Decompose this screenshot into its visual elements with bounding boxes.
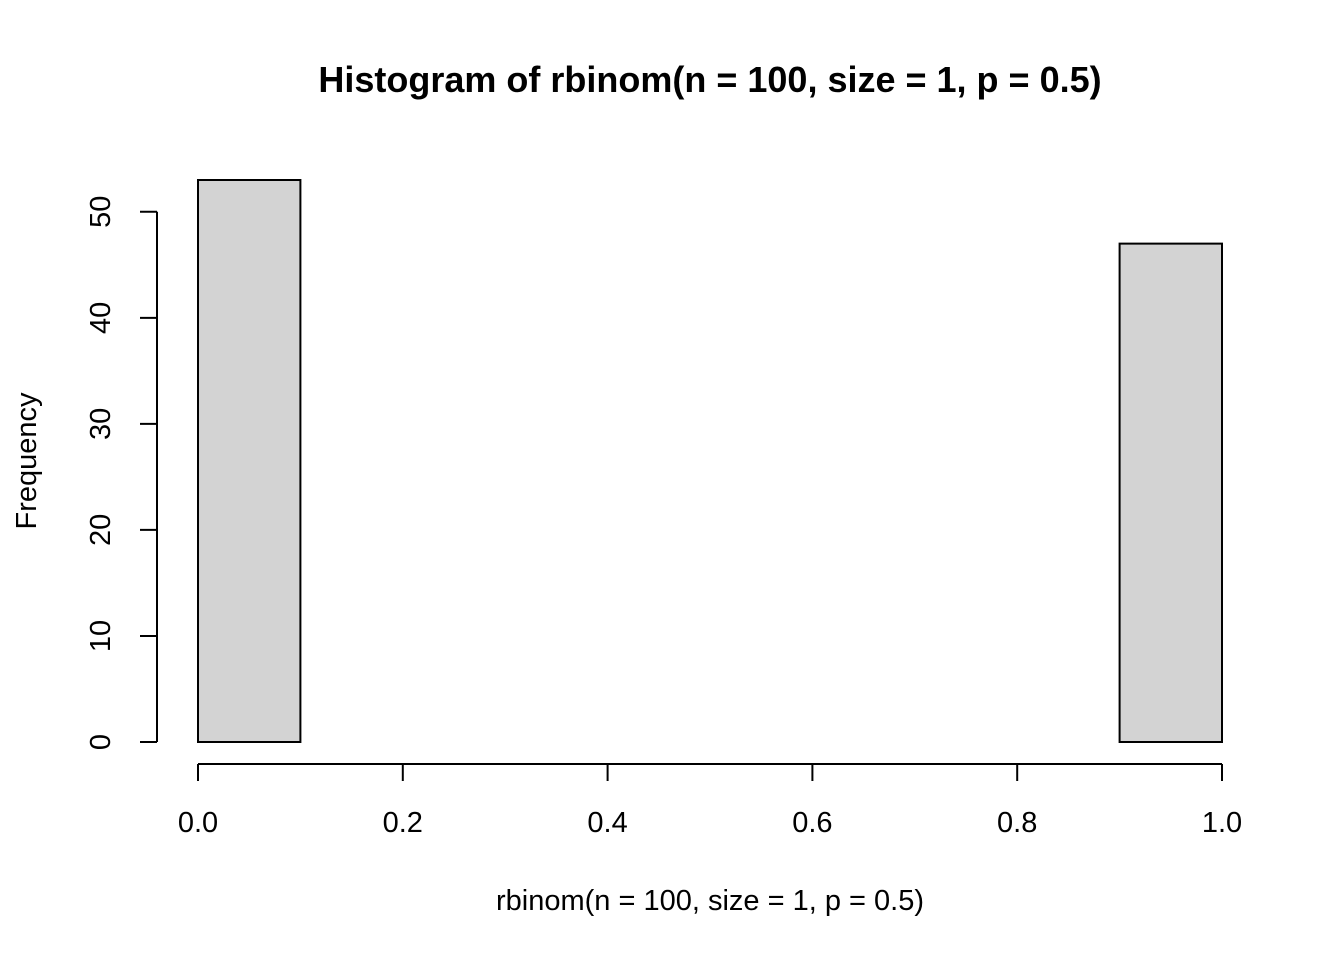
y-tick-label: 0 xyxy=(85,734,117,750)
y-tick-label: 20 xyxy=(85,514,117,546)
histogram-bars xyxy=(197,179,1223,743)
x-tick-label: 0.6 xyxy=(792,807,832,839)
y-tick-label: 30 xyxy=(85,408,117,440)
x-tick-label: 0.8 xyxy=(997,807,1037,839)
y-tick-label: 50 xyxy=(85,196,117,228)
x-tick-label: 0.2 xyxy=(383,807,423,839)
x-axis-label: rbinom(n = 100, size = 1, p = 0.5) xyxy=(496,885,924,917)
y-axis: 0 10 20 30 40 50 xyxy=(85,196,158,750)
x-axis: 0.0 0.2 0.4 0.6 0.8 1.0 xyxy=(178,763,1242,839)
y-tick-label: 10 xyxy=(85,620,117,652)
chart-title: Histogram of rbinom(n = 100, size = 1, p… xyxy=(318,59,1101,100)
y-tick-label: 40 xyxy=(85,302,117,334)
histogram-bar-0 xyxy=(197,179,302,743)
x-tick-label: 0.4 xyxy=(587,807,627,839)
histogram-bar-9 xyxy=(1118,242,1223,743)
y-axis-label: Frequency xyxy=(11,392,43,530)
x-tick-label: 1.0 xyxy=(1202,807,1242,839)
x-tick-label: 0.0 xyxy=(178,807,218,839)
